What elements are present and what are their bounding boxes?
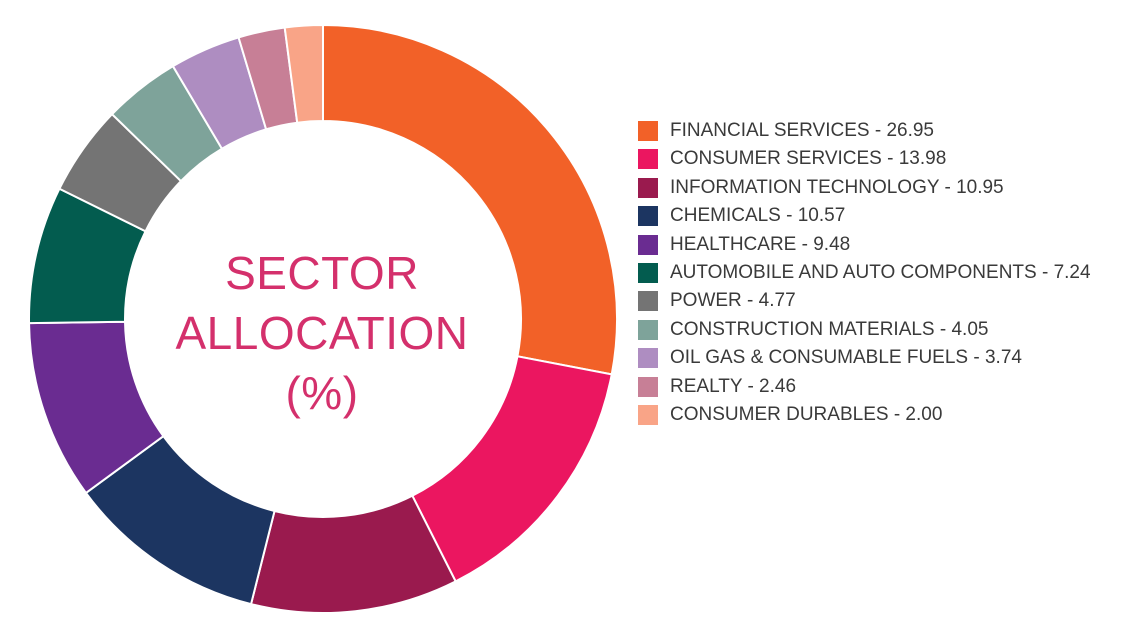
- legend-item-financial-services: FINANCIAL SERVICES - 26.95: [638, 117, 1118, 145]
- legend-label: CONSUMER SERVICES - 13.98: [670, 148, 947, 170]
- legend-item-realty: REALTY - 2.46: [638, 373, 1118, 401]
- legend-item-automobile: AUTOMOBILE AND AUTO COMPONENTS - 7.24: [638, 259, 1118, 287]
- legend-item-information-technology: INFORMATION TECHNOLOGY - 10.95: [638, 174, 1118, 202]
- legend-swatch: [638, 291, 658, 312]
- legend-item-consumer-services: CONSUMER SERVICES - 13.98: [638, 145, 1118, 173]
- legend-swatch: [638, 348, 658, 369]
- legend-swatch: [638, 206, 658, 227]
- donut-slice-financial-services: [322, 23, 618, 376]
- legend-swatch: [638, 376, 658, 397]
- chart-title-line-1: SECTOR: [225, 247, 419, 299]
- chart-title-line-2: ALLOCATION: [175, 307, 469, 359]
- legend-swatch: [638, 263, 658, 284]
- legend-item-chemicals: CHEMICALS - 10.57: [638, 202, 1118, 230]
- legend-label: HEALTHCARE - 9.48: [670, 233, 851, 255]
- chart-legend: FINANCIAL SERVICES - 26.95 CONSUMER SERV…: [638, 117, 1118, 429]
- legend-swatch: [638, 177, 658, 198]
- legend-swatch: [638, 319, 658, 340]
- legend-label: REALTY - 2.46: [670, 375, 797, 397]
- legend-swatch: [638, 405, 658, 426]
- legend-swatch: [638, 149, 658, 170]
- legend-swatch: [638, 121, 658, 141]
- chart-title-line-3: (%): [285, 367, 359, 419]
- legend-label: FINANCIAL SERVICES - 26.95: [670, 120, 934, 141]
- legend-label: OIL GAS & CONSUMABLE FUELS - 3.74: [670, 347, 1022, 369]
- legend-item-power: POWER - 4.77: [638, 287, 1118, 315]
- legend-swatch: [638, 234, 658, 255]
- legend-label: POWER - 4.77: [670, 290, 796, 312]
- legend-item-healthcare: HEALTHCARE - 9.48: [638, 231, 1118, 259]
- legend-label: CHEMICALS - 10.57: [670, 205, 846, 227]
- legend-label: AUTOMOBILE AND AUTO COMPONENTS - 7.24: [670, 262, 1091, 284]
- legend-label: INFORMATION TECHNOLOGY - 10.95: [670, 176, 1004, 198]
- legend-label: CONSTRUCTION MATERIALS - 4.05: [670, 318, 989, 340]
- legend-item-consumer-durables: CONSUMER DURABLES - 2.00: [638, 401, 1118, 429]
- legend-item-oil-gas: OIL GAS & CONSUMABLE FUELS - 3.74: [638, 344, 1118, 372]
- donut-slice-consumer-durables: [283, 23, 324, 124]
- legend-label: CONSUMER DURABLES - 2.00: [670, 404, 943, 426]
- legend-item-construction-materials: CONSTRUCTION MATERIALS - 4.05: [638, 316, 1118, 344]
